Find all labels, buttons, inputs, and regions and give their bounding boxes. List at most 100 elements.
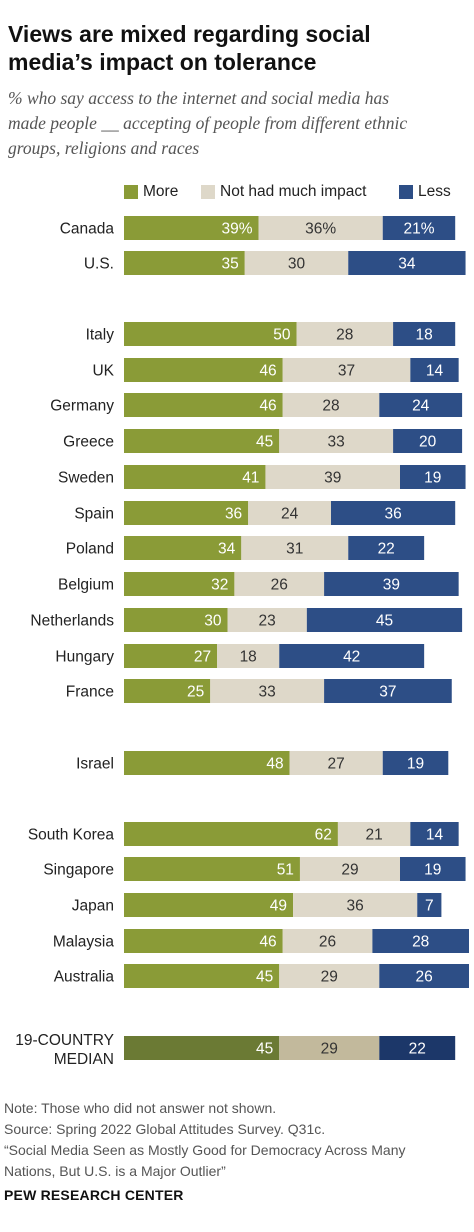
bar-sweden-not-had-much-impact bbox=[265, 465, 400, 489]
data-label-malaysia-not-had-much-impact: 26 bbox=[319, 934, 336, 951]
data-label-canada-less: 21% bbox=[403, 221, 434, 238]
category-label-hungary: Hungary bbox=[55, 649, 114, 666]
pew-research-center-logo: PEW RESEARCH CENTER bbox=[4, 1187, 184, 1203]
data-label-hungary-less: 42 bbox=[343, 649, 360, 666]
bar-malaysia-more bbox=[124, 929, 283, 953]
category-label-canada: Canada bbox=[60, 221, 115, 238]
bar-israel-not-had-much-impact bbox=[289, 751, 383, 775]
chart-title: Views are mixed regarding social media’s… bbox=[8, 20, 468, 76]
data-label-belgium-more: 32 bbox=[211, 577, 228, 594]
data-label-germany-more: 46 bbox=[259, 398, 276, 415]
bar-italy-less bbox=[393, 322, 456, 346]
bar-uk-less bbox=[410, 358, 459, 382]
data-label-spain-less: 36 bbox=[384, 506, 401, 523]
bar-singapore-not-had-much-impact bbox=[299, 857, 400, 881]
data-label-japan-less: 7 bbox=[425, 898, 434, 915]
bar-19-country-median-less bbox=[379, 1036, 456, 1060]
note-text: Note: Those who did not answer not shown… bbox=[4, 1100, 277, 1116]
category-label-uk: UK bbox=[92, 363, 114, 380]
bar-israel-less bbox=[382, 751, 449, 775]
category-label-malaysia: Malaysia bbox=[53, 934, 115, 951]
data-label-uk-more: 46 bbox=[259, 363, 276, 380]
data-label-greece-more: 45 bbox=[256, 434, 273, 451]
data-label-poland-not-had-much-impact: 31 bbox=[286, 541, 303, 558]
bar-hungary-not-had-much-impact bbox=[217, 644, 280, 668]
subtitle-line-2: made people __ accepting of people from … bbox=[8, 113, 408, 133]
data-label-sweden-not-had-much-impact: 39 bbox=[324, 470, 341, 487]
legend-swatch-more bbox=[124, 185, 138, 199]
data-label-greece-not-had-much-impact: 33 bbox=[328, 434, 345, 451]
data-label-italy-more: 50 bbox=[273, 327, 291, 344]
bar-spain-more bbox=[124, 501, 249, 525]
bar-19-country-median-not-had-much-impact bbox=[279, 1036, 380, 1060]
bar-sweden-less bbox=[400, 465, 466, 489]
data-label-sweden-more: 41 bbox=[242, 470, 259, 487]
bar-germany-not-had-much-impact bbox=[282, 393, 380, 417]
bar-spain-less bbox=[331, 501, 456, 525]
data-label-netherlands-not-had-much-impact: 23 bbox=[259, 613, 276, 630]
data-label-netherlands-less: 45 bbox=[376, 613, 393, 630]
data-label-malaysia-less: 28 bbox=[412, 934, 429, 951]
data-label-spain-not-had-much-impact: 24 bbox=[281, 506, 299, 523]
bar-france-not-had-much-impact bbox=[210, 679, 325, 703]
data-label-hungary-more: 27 bbox=[194, 649, 211, 666]
category-label-sweden: Sweden bbox=[58, 470, 114, 487]
bar-canada-more bbox=[124, 216, 259, 240]
bar-poland-less bbox=[348, 536, 425, 560]
legend-label-more: More bbox=[143, 183, 179, 200]
data-label-greece-less: 20 bbox=[419, 434, 437, 451]
bar-belgium-more bbox=[124, 572, 235, 596]
bar-poland-not-had-much-impact bbox=[241, 536, 349, 560]
bar-malaysia-not-had-much-impact bbox=[282, 929, 373, 953]
bar-greece-not-had-much-impact bbox=[279, 429, 394, 453]
data-label-south-korea-less: 14 bbox=[426, 827, 444, 844]
category-label-south-korea: South Korea bbox=[28, 827, 115, 844]
data-label-france-less: 37 bbox=[379, 684, 396, 701]
bar-france-more bbox=[124, 679, 211, 703]
bar-poland-more bbox=[124, 536, 242, 560]
data-label-poland-less: 22 bbox=[378, 541, 395, 558]
category-label-spain: Spain bbox=[74, 506, 114, 523]
category-label-belgium: Belgium bbox=[58, 577, 114, 594]
source-text: Source: Spring 2022 Global Attitudes Sur… bbox=[4, 1121, 326, 1137]
data-label-malaysia-more: 46 bbox=[259, 934, 276, 951]
bar-netherlands-less bbox=[306, 608, 463, 632]
subtitle-line-3: groups, religions and races bbox=[8, 138, 200, 158]
category-label-israel: Israel bbox=[76, 756, 114, 773]
report-title-line-1: “Social Media Seen as Mostly Good for De… bbox=[4, 1142, 406, 1158]
bar-malaysia-less bbox=[372, 929, 469, 953]
category-label-u-s: U.S. bbox=[84, 256, 114, 273]
bar-italy-not-had-much-impact bbox=[296, 322, 394, 346]
data-label-australia-less: 26 bbox=[416, 969, 433, 986]
data-label-belgium-not-had-much-impact: 26 bbox=[271, 577, 288, 594]
data-label-canada-more: 39% bbox=[222, 221, 253, 238]
bar-greece-less bbox=[393, 429, 463, 453]
data-label-19-country-median-less: 22 bbox=[409, 1041, 426, 1058]
data-label-netherlands-more: 30 bbox=[204, 613, 222, 630]
legend-swatch-no-impact bbox=[201, 185, 215, 199]
bar-hungary-less bbox=[279, 644, 425, 668]
bar-australia-less bbox=[379, 964, 469, 988]
bar-south-korea-more bbox=[124, 822, 338, 846]
bar-italy-more bbox=[124, 322, 297, 346]
bar-spain-not-had-much-impact bbox=[248, 501, 331, 525]
chart-subtitle: % who say access to the internet and soc… bbox=[8, 86, 470, 161]
data-label-italy-less: 18 bbox=[416, 327, 433, 344]
bar-canada-not-had-much-impact bbox=[258, 216, 383, 240]
legend-label-less: Less bbox=[418, 183, 451, 200]
category-label-median-line-2: MEDIAN bbox=[54, 1051, 114, 1068]
data-label-u-s-not-had-much-impact: 30 bbox=[288, 256, 306, 273]
data-label-israel-not-had-much-impact: 27 bbox=[328, 756, 345, 773]
bar-australia-not-had-much-impact bbox=[279, 964, 380, 988]
data-label-south-korea-not-had-much-impact: 21 bbox=[366, 827, 383, 844]
category-label-median-line-1: 19-COUNTRY bbox=[15, 1032, 114, 1049]
data-label-singapore-not-had-much-impact: 29 bbox=[341, 862, 358, 879]
data-label-germany-not-had-much-impact: 28 bbox=[322, 398, 339, 415]
category-label-italy: Italy bbox=[86, 327, 115, 344]
data-label-italy-not-had-much-impact: 28 bbox=[336, 327, 353, 344]
bar-greece-more bbox=[124, 429, 280, 453]
bar-japan-less bbox=[417, 893, 442, 917]
data-label-singapore-more: 51 bbox=[277, 862, 294, 879]
report-title-line-2: Nations, But U.S. is a Major Outlier” bbox=[4, 1163, 226, 1179]
bar-hungary-more bbox=[124, 644, 218, 668]
